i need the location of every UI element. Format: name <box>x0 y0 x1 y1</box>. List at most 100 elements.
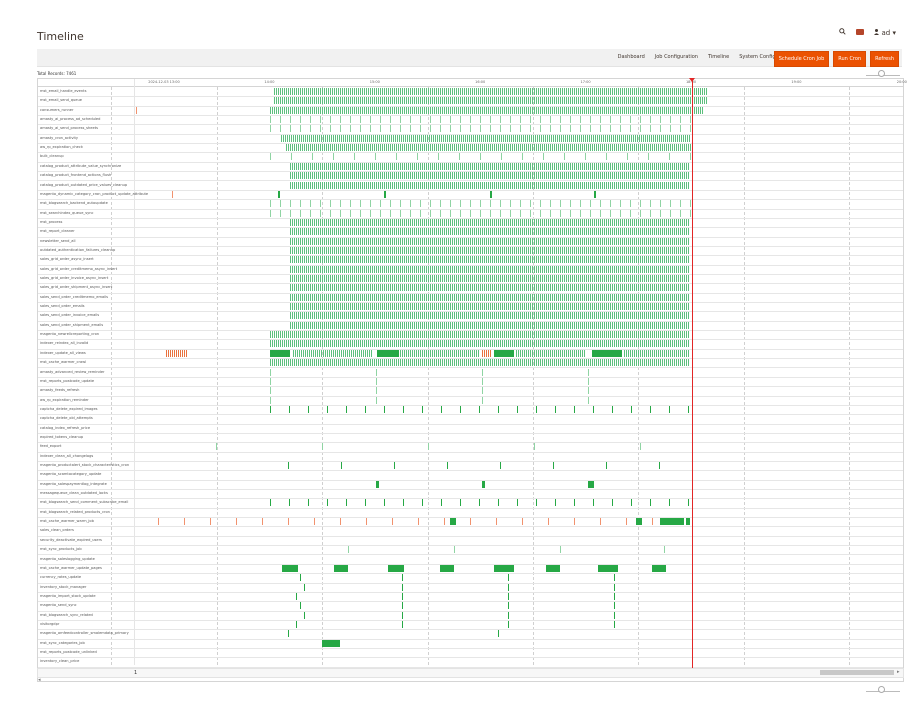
job-run-mark[interactable] <box>428 443 429 451</box>
job-run-mark[interactable] <box>417 153 418 161</box>
job-run-mark[interactable] <box>498 405 499 413</box>
job-run-mark[interactable] <box>136 106 137 114</box>
job-run-mark[interactable] <box>380 209 381 217</box>
job-run-mark[interactable] <box>543 153 544 161</box>
job-run-mark[interactable] <box>480 116 481 124</box>
job-run-mark[interactable] <box>440 209 441 217</box>
job-run-mark[interactable] <box>280 200 281 208</box>
job-run-mark[interactable] <box>610 125 611 133</box>
job-run-mark[interactable] <box>680 125 681 133</box>
job-run-mark[interactable] <box>327 499 328 507</box>
job-run-mark[interactable] <box>593 405 594 413</box>
job-run-mark[interactable] <box>460 405 461 413</box>
job-run-mark[interactable] <box>402 602 403 610</box>
job-run-mark[interactable] <box>520 116 521 124</box>
job-run-mark[interactable] <box>494 564 514 572</box>
job-run-mark[interactable] <box>384 405 385 413</box>
job-run-mark[interactable] <box>280 116 281 124</box>
job-run-mark[interactable] <box>508 611 509 619</box>
job-run-mark[interactable] <box>680 209 681 217</box>
job-run-mark[interactable] <box>440 116 441 124</box>
job-run-mark[interactable] <box>620 116 621 124</box>
schedule-cron-job-button[interactable]: Schedule Cron Job <box>773 51 830 67</box>
job-run-mark[interactable] <box>640 209 641 217</box>
job-run-mark[interactable] <box>482 377 483 385</box>
job-run-mark[interactable] <box>270 368 271 376</box>
job-run-mark[interactable] <box>640 443 641 451</box>
job-run-mark[interactable] <box>498 499 499 507</box>
job-run-mark[interactable] <box>274 97 708 105</box>
job-run-mark[interactable] <box>300 602 301 610</box>
job-run-mark[interactable] <box>550 209 551 217</box>
job-run-mark[interactable] <box>420 125 421 133</box>
job-run-mark[interactable] <box>574 405 575 413</box>
job-run-mark[interactable] <box>396 153 397 161</box>
job-run-mark[interactable] <box>460 125 461 133</box>
job-run-mark[interactable] <box>270 340 690 348</box>
job-run-mark[interactable] <box>270 116 271 124</box>
zoom-slider-knob[interactable] <box>878 70 885 77</box>
job-run-mark[interactable] <box>482 368 483 376</box>
job-run-mark[interactable] <box>430 209 431 217</box>
job-run-mark[interactable] <box>482 480 485 488</box>
job-run-mark[interactable] <box>470 209 471 217</box>
job-run-mark[interactable] <box>626 518 627 526</box>
job-run-mark[interactable] <box>670 125 671 133</box>
job-run-mark[interactable] <box>620 200 621 208</box>
job-run-mark[interactable] <box>440 200 441 208</box>
job-run-mark[interactable] <box>348 546 349 554</box>
job-run-mark[interactable] <box>300 574 301 582</box>
job-run-mark[interactable] <box>612 499 613 507</box>
job-run-mark[interactable] <box>262 518 263 526</box>
job-run-mark[interactable] <box>270 377 271 385</box>
job-run-mark[interactable] <box>494 349 514 357</box>
job-run-mark[interactable] <box>588 480 594 488</box>
job-run-mark[interactable] <box>308 405 309 413</box>
job-run-mark[interactable] <box>440 125 441 133</box>
job-run-mark[interactable] <box>490 190 492 198</box>
job-run-mark[interactable] <box>546 564 560 572</box>
job-run-mark[interactable] <box>430 200 431 208</box>
job-run-mark[interactable] <box>660 518 684 526</box>
job-run-mark[interactable] <box>430 125 431 133</box>
job-run-mark[interactable] <box>330 116 331 124</box>
job-run-mark[interactable] <box>510 200 511 208</box>
job-run-mark[interactable] <box>370 209 371 217</box>
job-run-mark[interactable] <box>650 209 651 217</box>
job-run-mark[interactable] <box>346 405 347 413</box>
scroll-left-icon[interactable]: ◂ <box>38 677 41 683</box>
job-run-mark[interactable] <box>564 153 565 161</box>
job-run-mark[interactable] <box>600 518 601 526</box>
job-run-mark[interactable] <box>340 518 341 526</box>
job-run-mark[interactable] <box>447 462 448 469</box>
job-run-mark[interactable] <box>570 116 571 124</box>
job-run-mark[interactable] <box>680 116 681 124</box>
job-run-mark[interactable] <box>560 200 561 208</box>
job-run-mark[interactable] <box>290 162 690 170</box>
job-run-mark[interactable] <box>450 200 451 208</box>
job-run-mark[interactable] <box>270 387 271 395</box>
job-run-mark[interactable] <box>289 405 290 413</box>
job-run-mark[interactable] <box>384 499 385 507</box>
zoom-slider[interactable] <box>866 70 900 77</box>
job-run-mark[interactable] <box>290 256 690 264</box>
job-run-mark[interactable] <box>652 518 653 526</box>
job-run-mark[interactable] <box>516 349 586 357</box>
job-run-mark[interactable] <box>350 125 351 133</box>
job-run-mark[interactable] <box>508 602 509 610</box>
job-run-mark[interactable] <box>290 209 291 217</box>
job-run-mark[interactable] <box>669 405 670 413</box>
job-run-mark[interactable] <box>680 200 681 208</box>
job-run-mark[interactable] <box>670 116 671 124</box>
job-run-mark[interactable] <box>670 200 671 208</box>
job-run-mark[interactable] <box>659 462 660 469</box>
job-run-mark[interactable] <box>500 125 501 133</box>
job-run-mark[interactable] <box>270 405 271 413</box>
job-run-mark[interactable] <box>410 200 411 208</box>
job-run-mark[interactable] <box>660 209 661 217</box>
job-run-mark[interactable] <box>300 125 301 133</box>
job-run-mark[interactable] <box>380 125 381 133</box>
job-run-mark[interactable] <box>296 592 297 600</box>
job-run-mark[interactable] <box>520 209 521 217</box>
job-run-mark[interactable] <box>686 518 690 526</box>
